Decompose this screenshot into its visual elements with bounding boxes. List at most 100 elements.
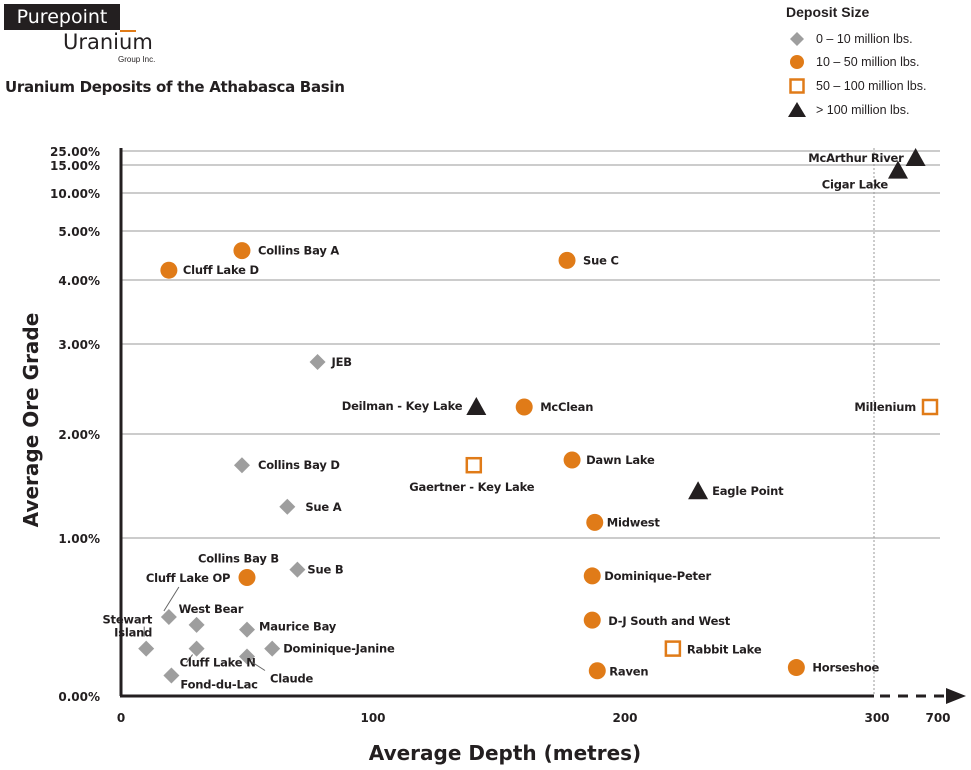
label-leader-line	[186, 654, 194, 663]
y-tick-label: 15.00%	[50, 159, 100, 173]
data-label: Fond-du-Lac	[180, 677, 258, 691]
data-point-dominique-janine	[264, 640, 281, 657]
data-label: Midwest	[607, 515, 661, 529]
legend-label: 0 – 10 million lbs.	[816, 32, 913, 46]
legend-label: 50 – 100 million lbs.	[816, 79, 927, 93]
x-tick-label: 700	[925, 711, 950, 725]
data-point-cluff-lake-n	[188, 640, 205, 657]
data-point-eagle-point	[688, 481, 709, 500]
data-label: Rabbit Lake	[687, 643, 762, 657]
diamond-icon	[786, 30, 808, 48]
data-point-deilman-key-lake	[466, 397, 487, 415]
y-axis-label: Average Ore Grade	[19, 313, 43, 528]
data-point-rabbit-lake	[664, 640, 682, 657]
data-point-mcclean	[515, 398, 533, 416]
data-label: Cluff Lake N	[180, 656, 256, 670]
data-point-fond-du-lac	[163, 667, 180, 684]
y-tick-label: 3.00%	[58, 338, 100, 352]
data-label: Stewart Island	[102, 613, 152, 640]
x-tick-label: 100	[360, 711, 385, 725]
data-label: JEB	[331, 355, 352, 369]
y-tick-label: 1.00%	[58, 532, 100, 546]
data-point-west-bear	[188, 616, 205, 633]
open-square-icon	[786, 77, 808, 95]
data-label: McClean	[540, 400, 593, 414]
data-point-cluff-lake-d	[160, 261, 178, 279]
x-axis-arrow-icon	[946, 688, 966, 704]
data-label: Cluff Lake D	[183, 263, 259, 277]
x-tick-label: 0	[117, 711, 125, 725]
legend-title: Deposit Size	[786, 4, 870, 20]
data-point-midwest	[586, 513, 604, 531]
data-point-sue-c	[558, 251, 576, 269]
legend-label: > 100 million lbs.	[816, 103, 910, 117]
logo-group-inc: Group Inc.	[118, 55, 156, 64]
data-point-collins-bay-a	[233, 242, 251, 260]
circle-icon	[786, 53, 808, 71]
label-layer: McArthur River Cigar Lake Collins Bay A Clu…	[102, 151, 916, 691]
data-point-maurice-bay	[239, 621, 255, 638]
label-leader-line	[163, 586, 180, 612]
legend-item-small: 0 – 10 million lbs.	[786, 30, 913, 48]
data-label: Collins Bay B	[198, 552, 279, 566]
data-point-mcarthur-river	[905, 148, 926, 166]
legend-label: 10 – 50 million lbs.	[816, 55, 920, 69]
data-point-claude	[239, 648, 255, 665]
data-point-sue-b	[289, 561, 306, 578]
axis-layer: 0.00% 1.00% 2.00% 3.00% 4.00% 5.00% 10.00% 15.0…	[50, 145, 966, 725]
data-label: Millenium	[854, 400, 916, 414]
x-tick-label: 300	[864, 711, 889, 725]
data-point-sue-a	[279, 498, 296, 515]
y-tick-label: 25.00%	[50, 145, 100, 159]
data-point-cluff-lake-op	[160, 609, 177, 625]
y-tick-label: 10.00%	[50, 187, 100, 201]
data-point-dawn-lake	[563, 451, 581, 469]
data-label: Dominique-Peter	[604, 569, 711, 583]
data-label: Maurice Bay	[259, 620, 337, 634]
data-label: Dawn Lake	[586, 453, 655, 467]
data-point-stewart-island	[138, 640, 155, 657]
point-layer	[138, 148, 939, 684]
y-tick-label: 5.00%	[58, 225, 100, 239]
data-label: Cigar Lake	[822, 178, 889, 192]
data-point-collins-bay-b	[238, 569, 256, 586]
y-tick-label: 2.00%	[58, 428, 100, 442]
y-tick-label: 4.00%	[58, 274, 100, 288]
data-point-d-j-south-and-west	[583, 611, 601, 629]
data-label: Sue B	[307, 563, 343, 577]
grid-layer	[121, 148, 940, 696]
data-label: Horseshoe	[812, 661, 879, 675]
data-label: Raven	[609, 665, 648, 679]
data-point-cigar-lake	[888, 160, 908, 179]
data-point-collins-bay-d	[233, 457, 250, 474]
legend-item-huge: > 100 million lbs.	[786, 101, 909, 119]
data-label: Eagle Point	[712, 484, 784, 498]
data-label: McArthur River	[808, 151, 904, 165]
data-label: Sue C	[583, 253, 619, 267]
logo-accent-line	[120, 30, 136, 32]
data-label: West Bear	[179, 602, 244, 616]
data-label: Deilman - Key Lake	[342, 399, 463, 413]
label-leader-line	[250, 661, 266, 671]
data-label: Claude	[270, 672, 314, 686]
data-label: Collins Bay D	[258, 458, 340, 472]
x-tick-label: 200	[612, 711, 637, 725]
y-tick-label: 0.00%	[58, 690, 100, 704]
page-title: Uranium Deposits of the Athabasca Basin	[5, 78, 345, 96]
data-point-jeb	[309, 354, 326, 370]
data-point-horseshoe	[787, 659, 805, 677]
data-point-gaertner-key-lake	[465, 456, 483, 474]
logo-uranium: Uranium	[63, 30, 153, 54]
data-label: Sue A	[305, 500, 341, 514]
legend-item-medium: 10 – 50 million lbs.	[786, 53, 920, 71]
data-point-millenium	[921, 398, 939, 416]
logo-purepoint: Purepoint	[4, 4, 120, 30]
triangle-icon	[786, 101, 808, 119]
data-label: Collins Bay A	[258, 244, 339, 258]
legend-item-large: 50 – 100 million lbs.	[786, 77, 926, 95]
data-label: D-J South and West	[608, 614, 731, 628]
data-point-raven	[588, 662, 606, 680]
data-label: Cluff Lake OP	[146, 571, 230, 585]
